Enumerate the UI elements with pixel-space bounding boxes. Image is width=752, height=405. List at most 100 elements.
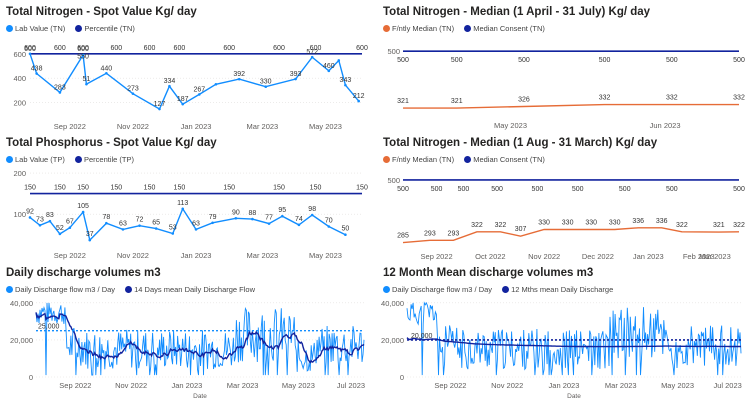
lab-value-line <box>29 52 360 110</box>
mean-discharge-chart[interactable]: 0 20,000 40,000 20,000 Sep 2022 Nov 2022 Jan 2… <box>381 297 745 401</box>
x-tick-label: Sep 2022 <box>54 122 86 131</box>
legend-percentile-tn[interactable]: Percentile (TN) <box>75 24 135 33</box>
lab-value-point <box>264 85 268 89</box>
lab-value-point <box>168 84 171 88</box>
daily-discharge-legend: Daily Discharge flow m3 / Day 14 Days me… <box>6 285 263 294</box>
median-label: 321 <box>397 98 409 105</box>
consent-label: 500 <box>518 57 530 64</box>
x-tick-label: May 2023 <box>282 381 315 390</box>
percentile-label: 150 <box>310 185 322 192</box>
lab-value-label: 74 <box>295 216 303 223</box>
percentile-label: 150 <box>223 185 235 192</box>
legend-fntly-median-tn-winter[interactable]: F/ntly Median (TN) <box>383 155 454 164</box>
lab-value-point <box>214 82 218 86</box>
legend-daily-discharge[interactable]: Daily Discharge flow m3 / Day <box>6 285 115 294</box>
median-label: 332 <box>733 95 745 102</box>
lab-value-point <box>171 232 175 235</box>
legend-dot-icon <box>75 25 83 32</box>
lab-value-point <box>121 228 125 231</box>
median-label: 322 <box>676 222 688 229</box>
y-tick-label: 100 <box>13 210 26 219</box>
consent-label: 500 <box>397 186 409 193</box>
mean-discharge-legend: Daily Discharge flow m3 / Day 12 Mths me… <box>383 285 621 294</box>
x-tick-label: Jul 2023 <box>713 381 741 390</box>
legend-fntly-median-tn[interactable]: F/ntly Median (TN) <box>383 24 454 33</box>
percentile-label: 150 <box>24 185 36 192</box>
x-tick-label: Dec 2022 <box>582 252 614 261</box>
lab-value-point <box>81 53 85 57</box>
lab-value-label: 440 <box>101 65 113 72</box>
median-label: 322 <box>733 222 745 229</box>
lab-value-label: 267 <box>193 86 205 93</box>
x-tick-label: Nov 2022 <box>115 381 147 390</box>
consent-label: 500 <box>532 186 544 193</box>
tn-spot-panel: Total Nitrogen - Spot Value Kg/ day Lab … <box>6 6 368 136</box>
lab-value-label: 334 <box>164 78 176 85</box>
x-tick-label: Jan 2023 <box>181 122 212 131</box>
lab-value-label: 83 <box>46 212 54 219</box>
x-tick-label: Jul 2023 <box>337 381 365 390</box>
legend-dot-icon <box>74 156 82 163</box>
legend-daily-discharge-2[interactable]: Daily Discharge flow m3 / Day <box>383 285 492 294</box>
daily-discharge-chart[interactable]: 0 20,000 40,000 25,000 Sep 2022 Nov 2022 Jan 2… <box>6 297 368 401</box>
x-tick-label: Sep 2022 <box>59 381 91 390</box>
lab-value-label: 53 <box>169 224 177 231</box>
legend-12mth-mean[interactable]: 12 Mths mean Daily Discharge <box>502 285 613 294</box>
percentile-label: 600 <box>273 45 285 52</box>
median-label: 332 <box>599 95 611 102</box>
lab-value-label: 438 <box>31 66 43 73</box>
legend-lab-value-tn[interactable]: Lab Value (TN) <box>6 24 65 33</box>
x-tick-label: Mar 2023 <box>227 381 259 390</box>
lab-value-label: 98 <box>308 206 316 213</box>
lab-value-label: 67 <box>66 219 74 226</box>
legend-median-consent-tn[interactable]: Median Consent (TN) <box>464 24 545 33</box>
legend-percentile-tp[interactable]: Percentile (TP) <box>74 155 134 164</box>
tp-spot-chart[interactable]: 100 200 150 150 150 150 150 150 150 150 150 150 9273… <box>6 167 368 265</box>
legend-dot-icon <box>464 25 472 32</box>
median-label: 330 <box>562 220 574 227</box>
median-label: 332 <box>666 95 678 102</box>
lab-value-label: 63 <box>119 220 127 227</box>
tp-spot-legend: Lab Value (TP) Percentile (TP) <box>6 155 142 164</box>
percentile-label: 150 <box>54 185 66 192</box>
legend-median-consent-tn-winter[interactable]: Median Consent (TN) <box>464 155 545 164</box>
x-axis-title: Date <box>193 393 207 400</box>
median-label: 330 <box>585 220 597 227</box>
percentile-label: 600 <box>174 45 186 52</box>
tp-spot-title: Total Phosphorus - Spot Value Kg/ day <box>6 137 217 149</box>
y-tick-label: 600 <box>13 50 26 59</box>
mean-discharge-panel: 12 Month Mean discharge volumes m3 Daily… <box>381 267 745 403</box>
x-tick-label: Feb 2023 <box>683 252 715 261</box>
lab-value-point <box>48 219 52 223</box>
consent-label: 500 <box>572 186 584 193</box>
legend-14day-mean[interactable]: 14 Days mean Daily Discharge Flow <box>125 285 255 294</box>
x-tick-label: Mar 2023 <box>247 251 279 260</box>
median-label: 330 <box>538 220 550 227</box>
median-label: 330 <box>609 220 621 227</box>
lab-value-label: 113 <box>177 200 188 207</box>
lab-value-point <box>58 232 62 236</box>
lab-value-point <box>337 59 341 62</box>
y-tick-label: 500 <box>387 176 400 185</box>
median-label: 322 <box>495 222 507 229</box>
tn-spot-title: Total Nitrogen - Spot Value Kg/ day <box>6 6 197 18</box>
lab-value-point <box>267 222 271 225</box>
lab-value-label: 392 <box>233 71 245 78</box>
legend-lab-value-tp[interactable]: Lab Value (TP) <box>6 155 65 164</box>
lab-value-point <box>327 225 331 228</box>
lab-value-point <box>105 71 108 75</box>
lab-value-point <box>154 227 158 230</box>
median-label: 307 <box>515 226 527 233</box>
median-label: 336 <box>656 218 668 225</box>
lab-value-label: 78 <box>102 214 110 221</box>
percentile-label: 150 <box>110 185 122 192</box>
lab-value-label: 460 <box>323 63 335 70</box>
daily-discharge-title: Daily discharge volumes m3 <box>6 267 161 279</box>
percentile-label: 600 <box>77 45 89 52</box>
lab-value-label: 572 <box>306 49 318 56</box>
legend-dot-icon <box>6 156 13 163</box>
y-tick-label: 200 <box>13 169 26 178</box>
